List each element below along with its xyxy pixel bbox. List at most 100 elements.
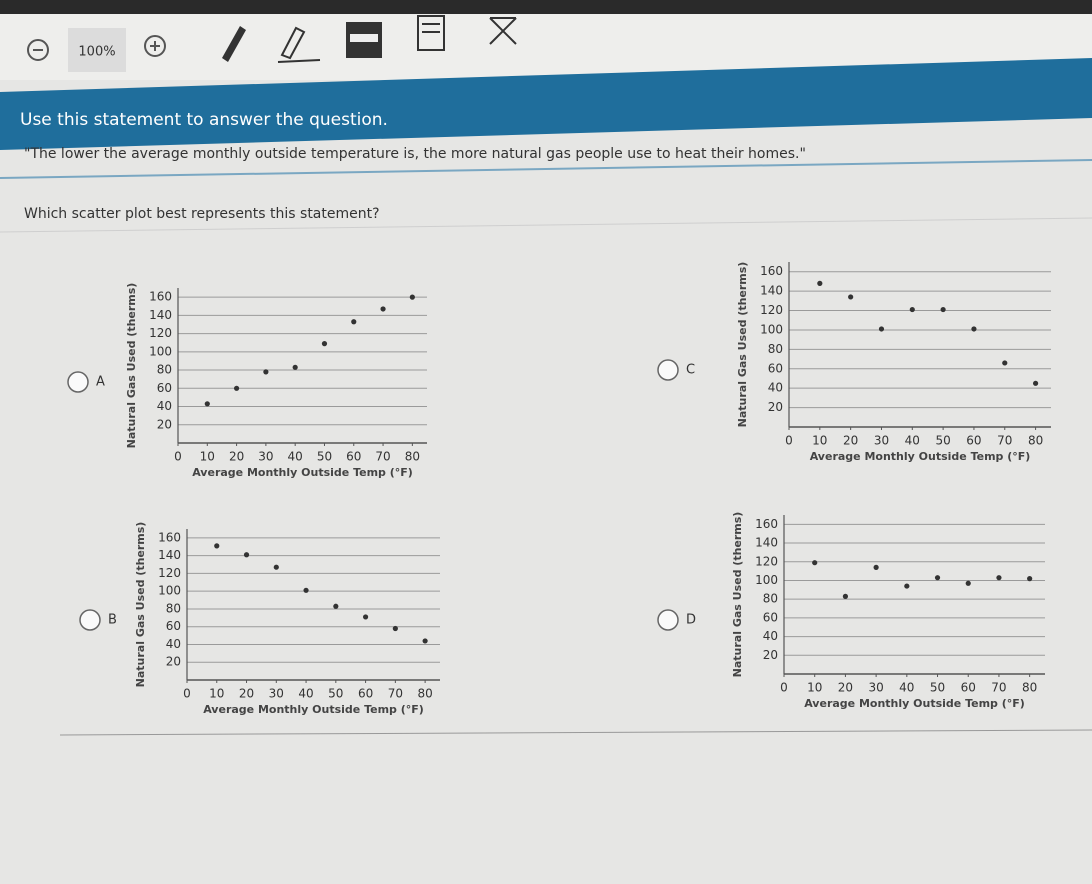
banner-text: Use this statement to answer the questio… <box>20 110 388 130</box>
y-tick-label: 120 <box>158 566 181 580</box>
x-tick-label: 0 <box>785 434 793 448</box>
data-point <box>233 385 240 391</box>
y-axis-title: Natural Gas Used (therms) <box>134 522 147 688</box>
divider <box>0 217 1092 233</box>
question: Which scatter plot best represents this … <box>24 206 380 222</box>
x-tick-label: 10 <box>812 434 827 448</box>
y-tick-label: 20 <box>768 400 783 414</box>
x-tick-label: 0 <box>174 450 182 464</box>
y-tick-label: 60 <box>763 610 778 624</box>
banner <box>0 58 1092 150</box>
highlighter-tool[interactable] <box>346 22 382 58</box>
x-tick-label: 70 <box>375 450 390 464</box>
eliminate-tool[interactable] <box>489 17 517 45</box>
x-tick-label: 10 <box>807 681 822 695</box>
option[interactable]: D 20 40 60 80 100 120 140 160 0 10 20 30 40 50 60 70 80 Av… <box>657 512 1045 710</box>
x-tick-label: 10 <box>200 450 215 464</box>
data-point <box>873 564 879 570</box>
data-point <box>971 326 977 332</box>
y-tick-label: 80 <box>157 363 172 377</box>
x-axis-title: Average Monthly Outside Temp (°F) <box>203 703 424 716</box>
data-point <box>1032 380 1039 386</box>
top-bezel <box>0 0 1092 14</box>
y-tick-label: 80 <box>768 342 783 356</box>
x-tick-label: 80 <box>405 450 420 464</box>
y-axis-title: Natural Gas Used (therms) <box>731 512 744 678</box>
data-point <box>904 583 910 589</box>
zoom-in[interactable] <box>144 35 166 57</box>
x-tick-label: 40 <box>298 687 313 701</box>
x-tick-label: 80 <box>417 687 432 701</box>
y-tick-label: 20 <box>763 648 778 662</box>
data-point <box>909 306 915 313</box>
y-tick-label: 140 <box>755 536 778 550</box>
x-tick-label: 30 <box>269 687 284 701</box>
radio-button[interactable] <box>79 609 101 631</box>
y-tick-label: 160 <box>760 264 783 278</box>
data-point <box>878 326 885 332</box>
y-tick-label: 140 <box>158 548 181 562</box>
x-tick-label: 60 <box>961 681 976 695</box>
y-tick-label: 140 <box>149 308 172 322</box>
x-tick-label: 50 <box>328 687 343 701</box>
radio-button[interactable] <box>657 359 679 381</box>
pen-tool[interactable] <box>222 26 246 62</box>
data-point <box>263 369 269 375</box>
data-point <box>848 294 854 300</box>
x-tick-label: 20 <box>229 450 244 464</box>
y-tick-label: 20 <box>166 655 181 669</box>
y-tick-label: 40 <box>157 399 172 413</box>
zoom-level: 100% <box>78 45 115 60</box>
y-tick-label: 40 <box>763 629 778 643</box>
x-tick-label: 70 <box>388 687 403 701</box>
data-point <box>333 603 339 609</box>
data-point <box>351 319 357 325</box>
data-point <box>362 614 369 620</box>
data-point <box>303 587 309 593</box>
y-axis-title: Natural Gas Used (therms) <box>125 283 138 449</box>
option-letter: A <box>96 375 105 390</box>
option[interactable]: B 20 40 60 80 100 120 140 160 0 10 20 30 40 50 60 70 80 Av… <box>79 522 440 716</box>
x-tick-label: 30 <box>258 450 273 464</box>
x-tick-label: 30 <box>868 681 883 695</box>
y-tick-label: 80 <box>166 601 181 615</box>
x-tick-label: 0 <box>780 681 788 695</box>
zoom-box <box>68 28 126 72</box>
radio-button[interactable] <box>657 609 679 631</box>
data-point <box>842 593 849 599</box>
y-tick-label: 160 <box>149 290 172 304</box>
x-tick-label: 70 <box>997 434 1012 448</box>
data-point <box>940 306 946 313</box>
line-reader-tool[interactable] <box>417 15 445 51</box>
x-tick-label: 40 <box>899 681 914 695</box>
x-tick-label: 80 <box>1022 681 1037 695</box>
option[interactable]: C 20 40 60 80 100 120 140 160 0 10 20 30 40 50 60 70 80 Av… <box>657 262 1051 463</box>
data-point <box>812 560 818 566</box>
y-tick-label: 100 <box>149 344 172 358</box>
x-axis-title: Average Monthly Outside Temp (°F) <box>804 697 1025 710</box>
data-point <box>392 625 398 632</box>
y-tick-label: 20 <box>157 417 172 431</box>
option[interactable]: A 20 40 60 80 100 120 140 160 0 10 20 30 40 50 60 70 80 Av… <box>67 283 427 479</box>
quote: "The lower the average monthly outside t… <box>24 146 806 162</box>
y-axis-title: Natural Gas Used (therms) <box>736 262 749 428</box>
data-point <box>204 401 210 407</box>
y-tick-label: 60 <box>166 619 181 633</box>
x-tick-label: 40 <box>288 450 303 464</box>
eraser-tool[interactable] <box>277 26 321 63</box>
data-point <box>321 341 328 347</box>
data-point <box>1027 576 1033 582</box>
y-tick-label: 100 <box>760 322 783 336</box>
x-tick-label: 10 <box>209 687 224 701</box>
option-letter: C <box>686 363 695 378</box>
x-tick-label: 30 <box>874 434 889 448</box>
zoom-out[interactable] <box>27 39 49 61</box>
divider <box>59 729 1092 736</box>
radio-button[interactable] <box>67 371 89 393</box>
data-point <box>214 543 220 549</box>
data-point <box>996 575 1002 581</box>
option-letter: D <box>686 613 696 628</box>
